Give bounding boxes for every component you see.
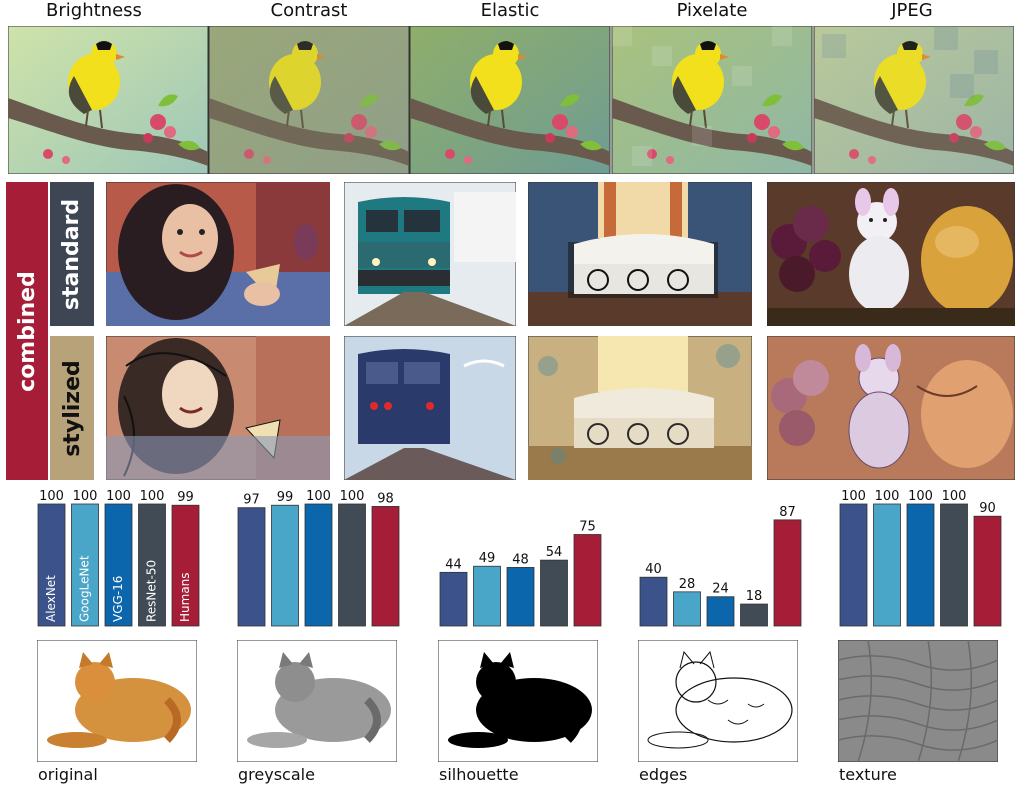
header-jpeg: JPEG (891, 0, 933, 21)
bar-resnet-50 (940, 503, 968, 627)
bar-value-label: 18 (746, 589, 763, 604)
bar-humans (973, 515, 1002, 627)
category-label: GoogLeNet (78, 555, 92, 622)
bar-googlenet (271, 504, 299, 627)
texture-image (838, 640, 998, 762)
bar-googlenet (873, 503, 901, 627)
bar-value-label: 100 (73, 489, 98, 504)
bar-humans (773, 519, 802, 627)
bar-value-label: 100 (908, 489, 933, 504)
bar-alexnet (639, 576, 668, 627)
bar-charts: 100 AlexNet 100 GoogLeNet 100 VGG-16 100 ResNet… (37, 489, 1002, 627)
bar-value-label: 28 (679, 577, 696, 592)
bar-value-label: 100 (306, 489, 331, 504)
header-elastic: Elastic (480, 0, 540, 21)
bar-vgg-16 (104, 503, 133, 627)
stylized-label: stylized (50, 336, 94, 480)
stylized-image-bedroom (528, 336, 752, 480)
bar-vgg-16 (506, 567, 535, 627)
bar-alexnet (37, 503, 66, 627)
caption-original: original (38, 765, 98, 784)
bar-value-label: 90 (979, 501, 996, 516)
bar-value-label: 100 (841, 489, 866, 504)
category-label: ResNet-50 (145, 560, 159, 622)
bar-googlenet (473, 565, 501, 627)
category-label: Humans (178, 572, 192, 622)
standard-label: standard (50, 182, 94, 326)
bar-value-label: 100 (942, 489, 967, 504)
bar-value-label: 100 (39, 489, 64, 504)
bar-value-label: 97 (243, 493, 260, 508)
bar-value-label: 44 (445, 557, 462, 572)
bar-value-label: 49 (479, 551, 496, 566)
bar-vgg-16 (304, 503, 333, 627)
standard-image-person (106, 182, 330, 326)
bar-vgg-16 (706, 596, 735, 627)
category-label: AlexNet (44, 575, 58, 622)
bar-resnet-50 (138, 503, 166, 627)
bar-resnet-50 (740, 603, 768, 627)
bar-value-label: 24 (712, 582, 729, 597)
header-pixelate: Pixelate (676, 0, 748, 21)
bar-alexnet (839, 503, 868, 627)
standard-image-toy (767, 182, 1015, 326)
standard-image-bedroom (528, 182, 752, 326)
caption-greyscale: greyscale (238, 765, 315, 784)
bar-value-label: 100 (340, 489, 365, 504)
bar-value-label: 100 (875, 489, 900, 504)
bar-chart-5: 100 100 100 100 90 (839, 489, 1002, 627)
greyscale-cat-image (237, 640, 397, 762)
bar-humans (573, 534, 602, 627)
bar-value-label: 48 (512, 552, 529, 567)
bar-alexnet (439, 571, 468, 627)
bar-value-label: 100 (106, 489, 131, 504)
bar-humans (171, 504, 200, 627)
stylized-image-toy (767, 336, 1015, 480)
silhouette-cat-image (438, 640, 598, 762)
bar-value-label: 100 (140, 489, 165, 504)
bar-value-label: 99 (277, 490, 294, 505)
stylized-image-person (106, 336, 330, 480)
bar-resnet-50 (540, 559, 568, 627)
caption-texture: texture (839, 765, 897, 784)
bar-googlenet (71, 503, 99, 627)
header-brightness: Brightness (46, 0, 142, 21)
bar-googlenet (673, 591, 701, 627)
bar-value-label: 40 (645, 562, 662, 577)
bar-humans (371, 506, 400, 627)
header-contrast: Contrast (270, 0, 348, 21)
standard-image-train (344, 182, 516, 326)
bar-chart-3: 44 49 48 54 75 (439, 520, 602, 627)
bar-resnet-50 (338, 503, 366, 627)
bar-chart-1: 100 AlexNet 100 GoogLeNet 100 VGG-16 100 ResNet… (37, 489, 200, 627)
bar-value-label: 54 (546, 545, 563, 560)
original-cat-image (37, 640, 197, 762)
bar-value-label: 98 (377, 491, 394, 506)
bar-chart-4: 40 28 24 18 87 (639, 505, 802, 627)
bar-chart-2: 97 99 100 100 98 (237, 489, 400, 627)
bar-alexnet (237, 507, 266, 627)
category-label: VGG-16 (111, 576, 125, 622)
combined-label: combined (6, 182, 48, 480)
caption-silhouette: silhouette (439, 765, 519, 784)
bar-value-label: 99 (177, 490, 194, 505)
caption-edges: edges (639, 765, 688, 784)
bar-value-label: 75 (579, 520, 596, 535)
bar-vgg-16 (906, 503, 935, 627)
top-row-images (8, 26, 1014, 174)
stylized-image-train (344, 336, 516, 480)
edges-cat-image (638, 640, 798, 762)
bar-value-label: 87 (779, 505, 796, 520)
